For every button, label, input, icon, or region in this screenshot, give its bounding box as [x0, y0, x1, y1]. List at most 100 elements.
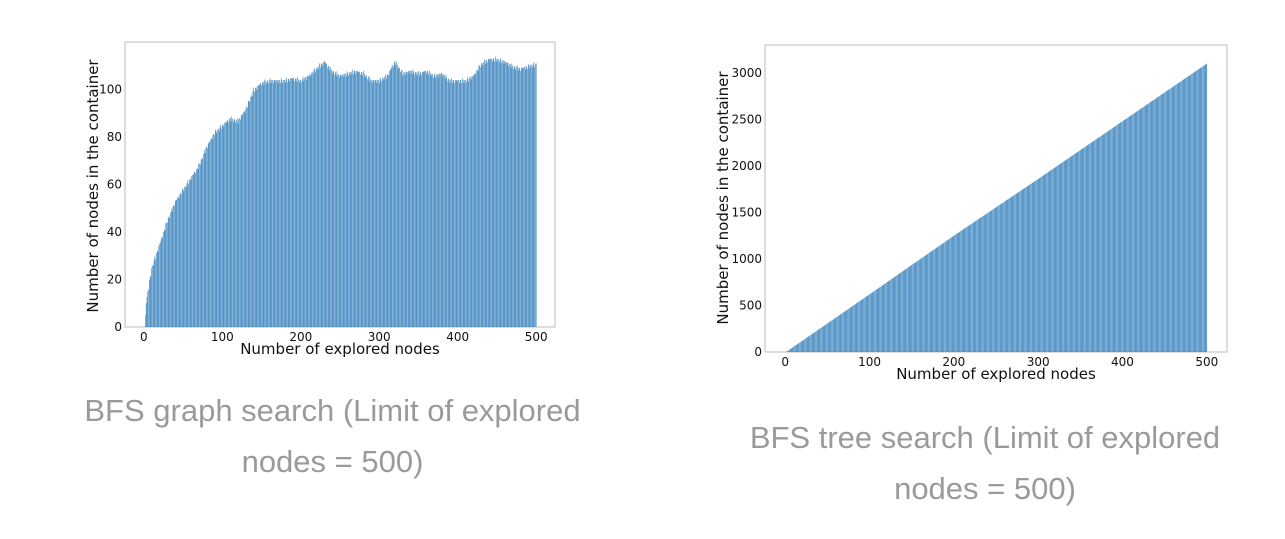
- bar: [1008, 198, 1009, 352]
- bar: [1083, 147, 1084, 352]
- bar: [376, 82, 378, 327]
- bar: [502, 60, 504, 328]
- bar: [419, 72, 421, 328]
- bar: [1140, 108, 1142, 352]
- bar: [182, 188, 183, 327]
- bar: [292, 77, 294, 328]
- bar: [149, 279, 150, 327]
- bar: [788, 350, 789, 352]
- x-tick-label: 0: [140, 330, 148, 344]
- bar: [1141, 108, 1143, 353]
- bar: [1028, 185, 1030, 352]
- bar: [309, 73, 311, 327]
- bar: [244, 110, 245, 328]
- bar: [369, 81, 371, 328]
- bar: [1031, 182, 1033, 352]
- bar: [1022, 189, 1024, 352]
- bar: [231, 116, 232, 327]
- bfs-tree-search-chart: 0 100 200 300 400 500 0 500 1000 1500 2000 2500 300…: [714, 44, 1228, 383]
- bar: [795, 345, 796, 352]
- bar: [174, 201, 176, 328]
- bar: [268, 83, 269, 327]
- bar: [265, 83, 267, 327]
- bar: [815, 331, 816, 352]
- bar: [1034, 181, 1036, 352]
- bar: [447, 80, 448, 328]
- bar: [906, 268, 907, 352]
- bar: [938, 246, 939, 352]
- bar: [1053, 168, 1054, 352]
- bar: [955, 234, 956, 352]
- bar: [897, 274, 899, 352]
- bar: [846, 310, 848, 352]
- bar: [308, 76, 309, 327]
- bar: [832, 319, 834, 352]
- bar: [1069, 157, 1070, 352]
- bar: [1048, 171, 1050, 352]
- bar: [393, 62, 395, 328]
- bar: [301, 82, 302, 327]
- bar: [258, 85, 259, 327]
- bar: [435, 77, 436, 328]
- bar: [1005, 200, 1007, 352]
- bar: [1134, 112, 1136, 352]
- bar: [145, 315, 146, 328]
- bar: [1091, 142, 1093, 352]
- bar: [431, 73, 433, 327]
- bar: [515, 69, 517, 328]
- bar: [1149, 102, 1150, 352]
- bar: [437, 74, 438, 327]
- bar: [1132, 114, 1133, 352]
- bar: [978, 218, 980, 352]
- bar: [207, 143, 209, 327]
- bar: [813, 332, 815, 352]
- bar: [828, 322, 830, 352]
- bar: [1182, 80, 1183, 352]
- bar: [1036, 180, 1037, 352]
- caption-line-1: BFS graph search (Limit of explored: [84, 393, 581, 428]
- bar: [370, 79, 371, 327]
- bar: [969, 224, 971, 352]
- bar: [943, 242, 945, 352]
- bar: [514, 66, 516, 328]
- bar: [495, 56, 496, 327]
- bar: [428, 74, 429, 327]
- bar: [240, 119, 241, 327]
- bar: [945, 241, 946, 352]
- bar: [912, 264, 913, 352]
- bar: [149, 277, 151, 328]
- bar: [1015, 193, 1017, 352]
- bar: [860, 300, 862, 352]
- bar: [887, 281, 889, 352]
- bar: [1010, 197, 1012, 352]
- bar: [1118, 123, 1120, 352]
- bar: [862, 298, 864, 352]
- bar: [1124, 119, 1126, 352]
- bar: [870, 293, 872, 352]
- bar: [962, 229, 964, 352]
- bar: [390, 69, 392, 327]
- bar: [311, 72, 313, 328]
- bar: [1205, 64, 1207, 353]
- bar: [305, 77, 306, 328]
- bar: [213, 133, 214, 327]
- bar: [1002, 202, 1004, 352]
- y-tick-label: 500: [739, 298, 762, 312]
- bar: [183, 190, 185, 327]
- bar: [384, 76, 385, 327]
- bar: [313, 68, 315, 328]
- bar: [1176, 83, 1178, 352]
- bar: [1096, 138, 1098, 352]
- bar: [349, 72, 350, 328]
- bar: [216, 132, 218, 327]
- bar: [1169, 88, 1170, 352]
- bar: [931, 250, 933, 352]
- bar: [353, 74, 354, 327]
- bar: [942, 243, 944, 352]
- bar: [904, 269, 906, 352]
- bar: [338, 77, 340, 328]
- bar: [498, 59, 499, 327]
- bar: [1085, 146, 1086, 352]
- bar: [266, 80, 268, 328]
- bar: [203, 154, 204, 327]
